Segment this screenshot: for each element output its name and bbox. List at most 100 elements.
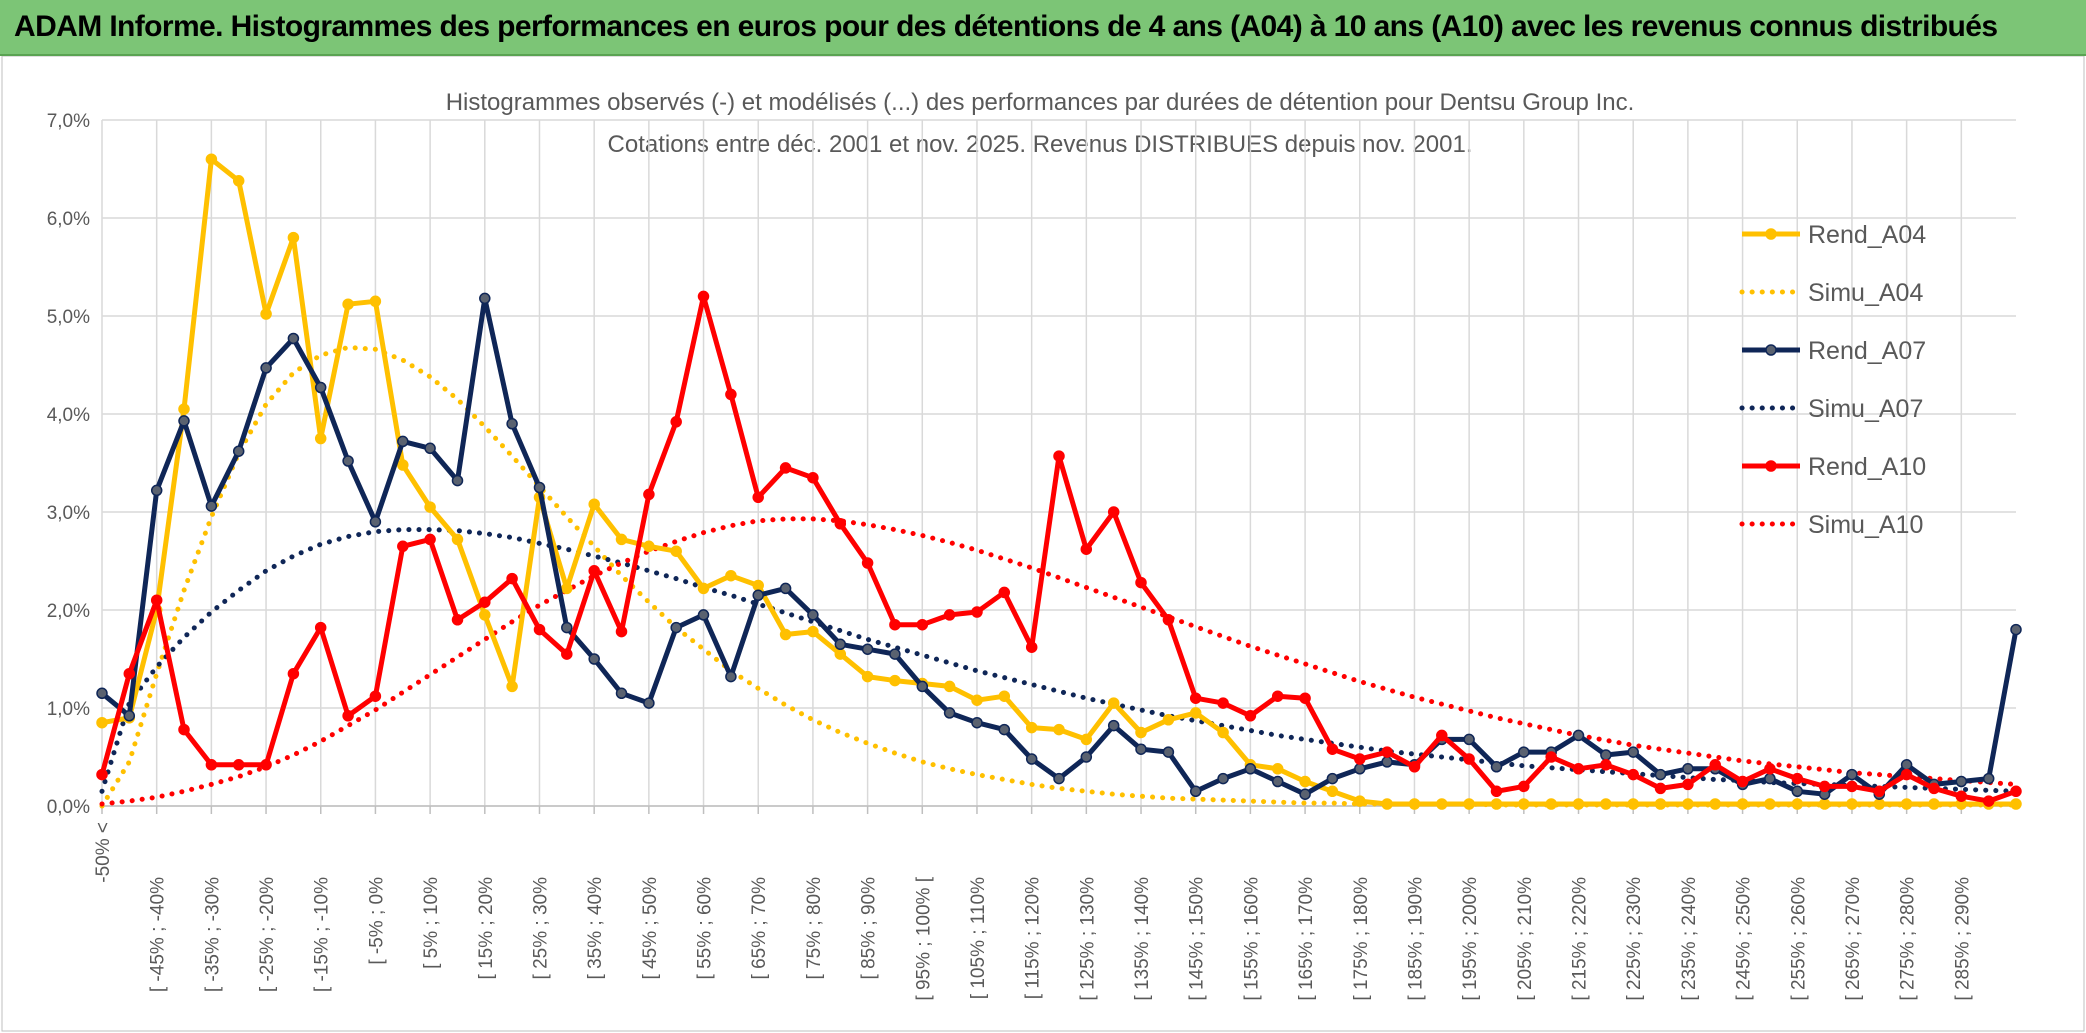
data-point (1025, 753, 1038, 765)
data-point (1162, 746, 1175, 758)
data-point (424, 501, 436, 513)
data-point (1025, 721, 1038, 734)
data-point (588, 498, 600, 510)
x-tick-label: [ 215% ; 220% (1570, 877, 1591, 1001)
data-point (397, 540, 409, 553)
x-tick-label: [ 145% ; 150% (1187, 877, 1208, 1001)
data-point (943, 707, 956, 719)
data-point (1490, 761, 1503, 773)
data-point (1299, 788, 1311, 800)
data-point (1408, 798, 1421, 810)
data-point (1326, 772, 1339, 785)
x-tick-label: [ 235% ; 240% (1679, 877, 1700, 1001)
data-point (971, 716, 983, 729)
data-point (834, 638, 847, 651)
series-line (99, 527, 2019, 794)
x-tick-label: [ 265% ; 270% (1843, 877, 1864, 1001)
data-point (506, 572, 518, 585)
y-tick-label: 1,0% (47, 699, 90, 720)
series-simu-a07 (99, 527, 2019, 794)
data-point (451, 533, 464, 546)
x-tick-label: [ 275% ; 280% (1898, 877, 1919, 1001)
legend-label: Rend_A07 (1808, 337, 1926, 365)
data-point (232, 175, 245, 187)
data-point (889, 618, 901, 631)
data-point (424, 442, 436, 455)
data-point (369, 516, 382, 528)
data-point (1682, 798, 1694, 810)
data-point (287, 231, 300, 244)
legend-item-rend-a10: Rend_A10 (1742, 453, 1926, 481)
legend-item-simu-a04: Simu_A04 (1739, 279, 1923, 307)
data-point (615, 687, 628, 700)
data-point (1982, 795, 1995, 807)
data-point (1873, 798, 1886, 810)
data-point (123, 667, 136, 680)
data-point (1518, 746, 1530, 758)
data-point (1627, 768, 1639, 781)
data-point (670, 545, 682, 557)
data-point (205, 500, 218, 512)
data-point (1818, 780, 1831, 793)
data-point (369, 295, 382, 308)
data-point (998, 690, 1011, 702)
data-point (588, 653, 600, 665)
data-point (998, 723, 1011, 736)
data-point (479, 596, 491, 608)
data-point (861, 557, 874, 569)
data-point (1381, 798, 1393, 810)
x-tick-label: [ 25% ; 30% (530, 877, 551, 980)
data-point (1682, 778, 1694, 791)
data-point (1955, 775, 1968, 788)
data-point (397, 435, 409, 448)
x-tick-label: [ 85% ; 90% (859, 877, 880, 980)
data-point (1518, 780, 1530, 793)
data-point (670, 416, 682, 428)
chart-subtitle: Cotations entre déc. 2001 et nov. 2025. … (608, 131, 1473, 158)
data-point (2010, 798, 2022, 810)
chart: Histogrammes observés (-) et modélisés (… (1, 56, 2085, 1032)
data-point (1217, 772, 1229, 785)
data-point (943, 680, 956, 693)
data-point (1326, 785, 1339, 798)
data-point (1080, 751, 1093, 763)
data-point (1135, 576, 1147, 589)
data-point (697, 609, 710, 621)
data-point (943, 609, 956, 621)
y-tick-label: 0,0% (47, 797, 90, 818)
data-point (1162, 714, 1175, 726)
data-point (1354, 763, 1366, 775)
x-tick-label: [ 5% ; 10% (421, 877, 442, 969)
x-tick-label: [ 65% ; 70% (749, 877, 770, 980)
data-point (1354, 753, 1366, 765)
data-point (260, 362, 272, 374)
x-tick-label: [ 195% ; 200% (1460, 877, 1481, 1001)
data-point (1244, 763, 1257, 775)
series-line (99, 516, 2019, 807)
data-point (861, 670, 874, 683)
x-tick-label: [ 185% ; 190% (1405, 877, 1426, 1001)
data-point (1654, 768, 1667, 781)
y-tick-label: 3,0% (47, 503, 90, 524)
x-tick-label: [ 285% ; 290% (1952, 877, 1973, 1001)
data-point (697, 290, 710, 303)
data-point (287, 332, 300, 345)
data-point (643, 697, 655, 709)
x-tick-label: [ 225% ; 230% (1624, 877, 1645, 1001)
data-point (1053, 723, 1065, 736)
data-point (697, 582, 710, 595)
series-layer (96, 153, 2022, 810)
data-point (561, 621, 573, 634)
data-point (1846, 768, 1858, 781)
x-tick-label: [ 45% ; 50% (640, 877, 661, 980)
data-point (1271, 775, 1284, 788)
legend-marker (1765, 228, 1777, 240)
data-point (615, 533, 628, 546)
data-point (1408, 761, 1421, 773)
data-point (1053, 450, 1065, 462)
data-point (1654, 782, 1667, 795)
data-point (807, 471, 819, 484)
data-point (1873, 785, 1886, 798)
data-point (1299, 775, 1311, 788)
legend-item-simu-a10: Simu_A10 (1739, 511, 1923, 539)
